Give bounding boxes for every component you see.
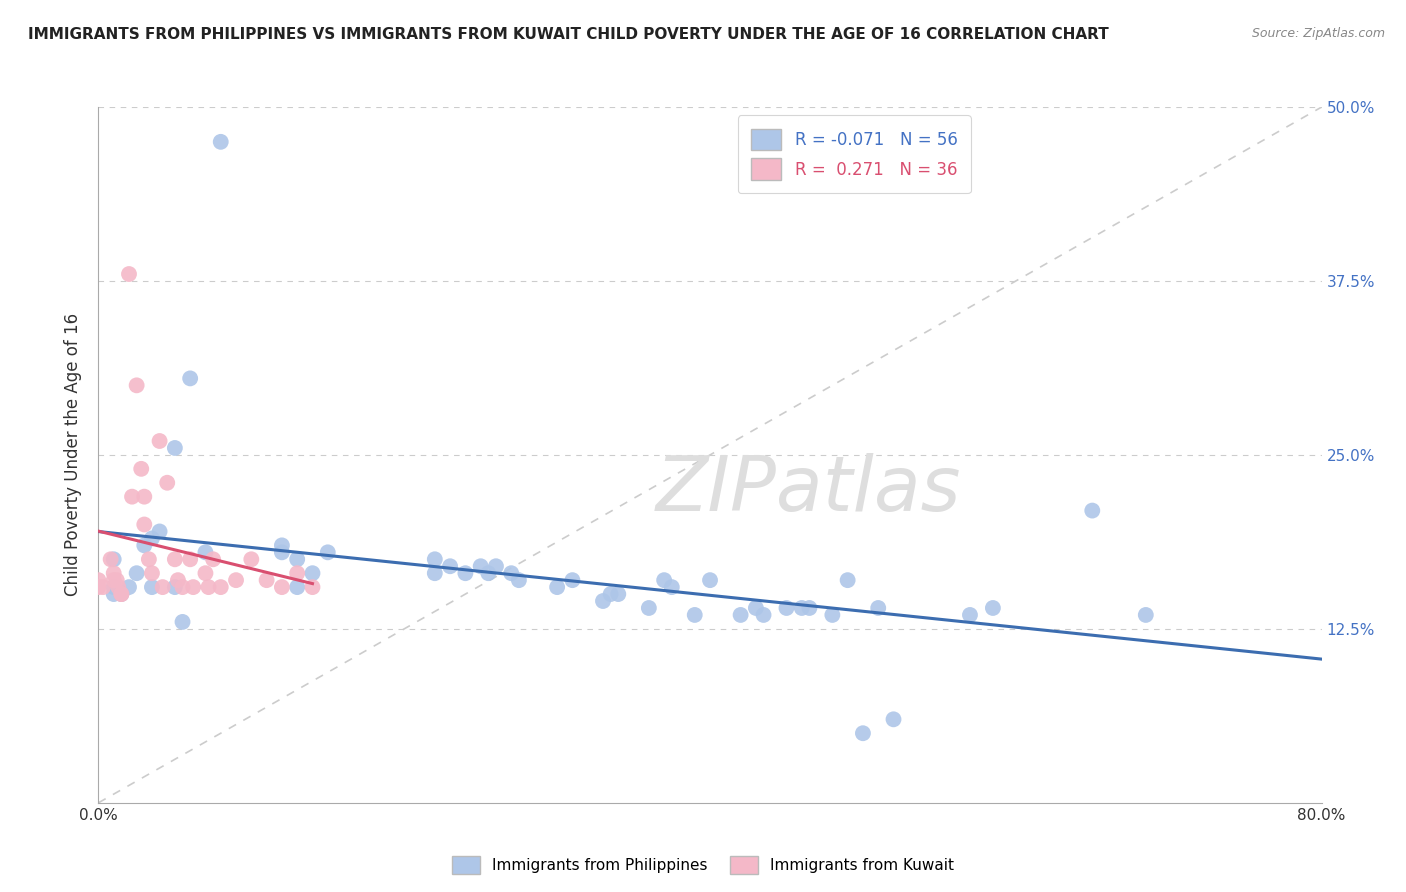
Point — [852, 726, 875, 740]
Point — [103, 573, 125, 587]
Point — [141, 566, 163, 581]
Point — [209, 135, 232, 149]
Point — [107, 580, 129, 594]
Point — [637, 601, 661, 615]
Point — [134, 517, 156, 532]
Point — [118, 267, 141, 281]
Point — [100, 552, 122, 566]
Point — [197, 580, 219, 594]
Point — [134, 490, 156, 504]
Point — [439, 559, 461, 574]
Point — [121, 490, 143, 504]
Point — [1135, 607, 1157, 622]
Point — [607, 587, 630, 601]
Point — [837, 573, 859, 587]
Point — [156, 475, 179, 490]
Point — [149, 524, 172, 539]
Point — [110, 587, 132, 601]
Point — [599, 587, 621, 601]
Point — [775, 601, 797, 615]
Y-axis label: Child Poverty Under the Age of 16: Child Poverty Under the Age of 16 — [65, 313, 83, 597]
Legend: Immigrants from Philippines, Immigrants from Kuwait: Immigrants from Philippines, Immigrants … — [446, 850, 960, 880]
Point — [981, 601, 1004, 615]
Point — [172, 580, 194, 594]
Point — [209, 580, 232, 594]
Point — [202, 552, 225, 566]
Point — [285, 566, 308, 581]
Point — [103, 566, 125, 581]
Point — [285, 580, 308, 594]
Point — [508, 573, 530, 587]
Point — [163, 580, 186, 594]
Point — [87, 573, 110, 587]
Point — [103, 587, 125, 601]
Point — [821, 607, 844, 622]
Point — [561, 573, 583, 587]
Point — [118, 580, 141, 594]
Point — [141, 532, 163, 546]
Point — [110, 587, 132, 601]
Point — [799, 601, 821, 615]
Point — [546, 580, 568, 594]
Point — [477, 566, 499, 581]
Text: ZIPatlas: ZIPatlas — [655, 453, 960, 526]
Point — [270, 538, 292, 552]
Point — [194, 566, 217, 581]
Text: Source: ZipAtlas.com: Source: ZipAtlas.com — [1251, 27, 1385, 40]
Point — [285, 552, 308, 566]
Point — [652, 573, 675, 587]
Point — [423, 566, 446, 581]
Point — [270, 545, 292, 559]
Point — [125, 566, 148, 581]
Point — [485, 559, 508, 574]
Point — [745, 601, 768, 615]
Point — [683, 607, 706, 622]
Point — [959, 607, 981, 622]
Point — [883, 712, 905, 726]
Point — [134, 538, 156, 552]
Point — [592, 594, 614, 608]
Point — [179, 371, 201, 385]
Point — [105, 573, 128, 587]
Point — [454, 566, 477, 581]
Point — [149, 434, 172, 448]
Point — [270, 580, 292, 594]
Point — [163, 552, 186, 566]
Point — [470, 559, 492, 574]
Point — [103, 552, 125, 566]
Point — [167, 573, 190, 587]
Point — [152, 580, 174, 594]
Point — [699, 573, 721, 587]
Point — [225, 573, 247, 587]
Point — [730, 607, 752, 622]
Point — [138, 552, 160, 566]
Point — [240, 552, 263, 566]
Point — [790, 601, 813, 615]
Text: IMMIGRANTS FROM PHILIPPINES VS IMMIGRANTS FROM KUWAIT CHILD POVERTY UNDER THE AG: IMMIGRANTS FROM PHILIPPINES VS IMMIGRANT… — [28, 27, 1109, 42]
Point — [194, 545, 217, 559]
Point — [179, 552, 201, 566]
Point — [181, 580, 204, 594]
Point — [1081, 503, 1104, 517]
Point — [91, 580, 114, 594]
Point — [256, 573, 278, 587]
Point — [141, 580, 163, 594]
Point — [301, 566, 323, 581]
Legend: R = -0.071   N = 56, R =  0.271   N = 36: R = -0.071 N = 56, R = 0.271 N = 36 — [738, 115, 970, 194]
Point — [661, 580, 683, 594]
Point — [501, 566, 523, 581]
Point — [87, 580, 110, 594]
Point — [752, 607, 775, 622]
Point — [125, 378, 148, 392]
Point — [103, 580, 125, 594]
Point — [423, 552, 446, 566]
Point — [163, 441, 186, 455]
Point — [110, 587, 132, 601]
Point — [316, 545, 339, 559]
Point — [301, 580, 323, 594]
Point — [868, 601, 890, 615]
Point — [172, 615, 194, 629]
Point — [129, 462, 152, 476]
